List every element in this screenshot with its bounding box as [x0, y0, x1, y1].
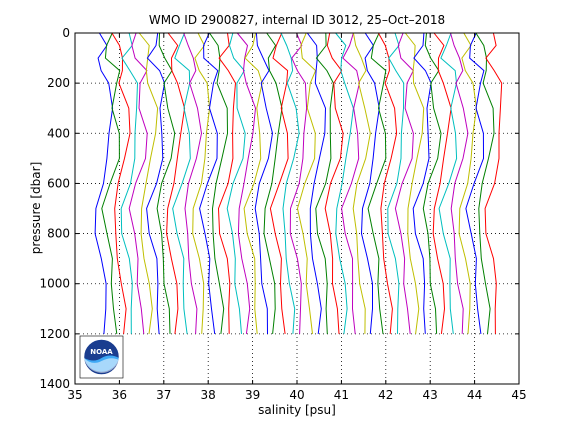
profile-line	[199, 32, 219, 334]
y-axis-ticks: 0 200 400 600 800 1000 1200 1400	[39, 26, 519, 391]
profile-line	[289, 32, 308, 334]
profiles	[94, 32, 503, 334]
profile-line	[422, 32, 442, 334]
x-tick-label: 35	[67, 388, 82, 402]
profile-line	[243, 32, 263, 334]
profile-line	[367, 32, 387, 334]
profile-line	[192, 32, 211, 334]
profile-line	[156, 32, 176, 334]
profile-line	[226, 32, 246, 334]
profile-line	[404, 32, 425, 334]
x-tick-label: 45	[511, 388, 526, 402]
profile-line	[138, 32, 159, 334]
y-tick-label: 800	[47, 227, 70, 241]
x-tick-label: 38	[201, 388, 216, 402]
profile-line	[306, 32, 327, 334]
x-tick-label: 39	[245, 388, 260, 402]
profile-line	[438, 32, 458, 334]
profile-line	[296, 32, 317, 334]
x-tick-label: 41	[334, 388, 349, 402]
svg-text:NOAA: NOAA	[90, 348, 113, 356]
profile-line	[360, 32, 380, 334]
profile-line	[280, 32, 300, 334]
profile-line	[335, 32, 354, 334]
profile-line	[315, 32, 334, 334]
y-tick-label: 0	[62, 26, 70, 40]
profile-line	[465, 32, 485, 334]
y-axis-label: pressure [dbar]	[29, 162, 43, 255]
profile-line	[263, 32, 283, 334]
profile-line	[352, 32, 371, 334]
y-tick-label: 1200	[39, 327, 70, 341]
profile-line	[341, 32, 360, 334]
profile-line	[111, 32, 131, 334]
x-tick-label: 36	[112, 388, 127, 402]
profile-line	[183, 32, 203, 334]
profile-line	[101, 32, 121, 334]
plot-area: 35 36 37 38 39 40 41 42 43 44 45 0 200 400 600 800 1000…	[39, 26, 526, 402]
y-tick-label: 1000	[39, 277, 70, 291]
chart-title: WMO ID 2900827, internal ID 3012, 25–Oct…	[149, 13, 445, 27]
x-tick-label: 44	[467, 388, 482, 402]
x-tick-label: 37	[156, 388, 171, 402]
profile-line	[324, 32, 344, 334]
y-tick-label: 200	[47, 76, 70, 90]
profile-line	[458, 32, 478, 334]
profile-line	[209, 32, 229, 334]
profile-line	[387, 32, 405, 334]
profile-line	[146, 32, 166, 334]
profile-line	[484, 32, 503, 334]
profile-line	[394, 32, 414, 334]
y-tick-label: 1400	[39, 377, 70, 391]
y-tick-label: 600	[47, 176, 70, 190]
noaa-logo: NOAA	[79, 335, 124, 379]
profile-line	[172, 32, 191, 334]
profile-line	[254, 32, 274, 334]
x-tick-label: 43	[423, 388, 438, 402]
profile-line	[432, 32, 452, 334]
profile-line	[377, 32, 398, 334]
profile-line	[217, 32, 237, 334]
x-axis-ticks: 35 36 37 38 39 40 41 42 43 44 45	[67, 33, 527, 402]
profile-line	[269, 32, 289, 334]
profile-line	[236, 32, 257, 334]
y-tick-label: 400	[47, 126, 70, 140]
profile-line	[120, 32, 139, 334]
profile-line	[94, 32, 114, 334]
profile-line	[450, 32, 469, 334]
profile-line	[475, 32, 495, 334]
x-tick-label: 40	[289, 388, 304, 402]
profile-line	[166, 32, 186, 334]
x-axis-label: salinity [psu]	[258, 403, 336, 417]
profile-line	[412, 32, 432, 334]
x-tick-label: 42	[378, 388, 393, 402]
profile-line	[128, 32, 148, 334]
grid	[75, 33, 519, 384]
